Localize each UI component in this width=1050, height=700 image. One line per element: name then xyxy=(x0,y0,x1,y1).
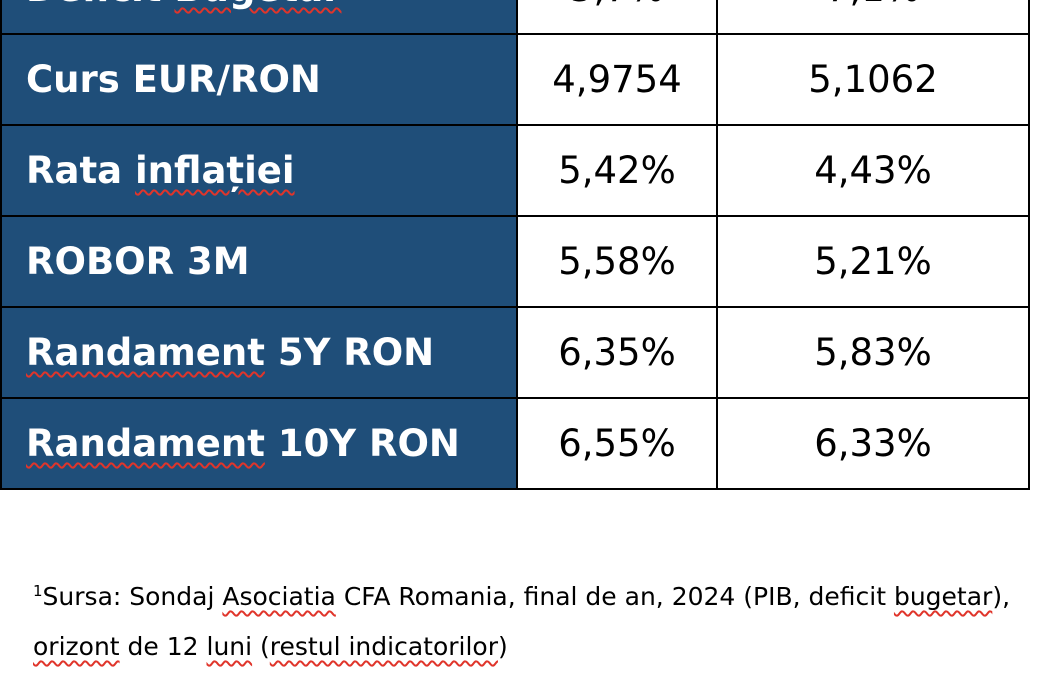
table-row: ROBOR 3M 5,58% 5,21% xyxy=(0,215,1030,308)
table-row: Deficit Bugetar 5,7% 7,1% xyxy=(0,0,1030,35)
value-cell: 5,21% xyxy=(716,215,1030,308)
label-text: Rata xyxy=(26,149,135,192)
label-text: 10Y RON xyxy=(264,422,460,465)
table-row: Rata inflației 5,42% 4,43% xyxy=(0,124,1030,217)
footnote-text: ), xyxy=(992,582,1011,611)
label-text-misspelled: Randament xyxy=(26,422,265,465)
label-text-misspelled: Randament xyxy=(26,331,265,374)
footnote-text: CFA Romania, final de an, 2024 (PIB, def… xyxy=(335,582,894,611)
footnote-text-misspelled: luni xyxy=(206,632,253,661)
footnote-text-misspelled: restul indicatorilor xyxy=(269,632,498,661)
value-cell: 5,7% xyxy=(516,0,718,35)
footnote-text-misspelled: orizont xyxy=(33,632,120,661)
footnote-text-misspelled: Asociatia xyxy=(222,582,336,611)
indicators-table-container: Deficit Bugetar 5,7% 7,1% Curs EUR/RON 4… xyxy=(0,0,1030,490)
table-row: Randament 5Y RON 6,35% 5,83% xyxy=(0,306,1030,399)
value-cell: 5,1062 xyxy=(716,33,1030,126)
value-cell: 4,9754 xyxy=(516,33,718,126)
label-text-misspelled: inflației xyxy=(135,149,295,192)
footnote-marker: 1 xyxy=(33,582,43,600)
value-cell: 4,43% xyxy=(716,124,1030,217)
value-cell: 5,42% xyxy=(516,124,718,217)
row-label-robor-3m: ROBOR 3M xyxy=(0,215,518,308)
value-cell: 5,58% xyxy=(516,215,718,308)
value-cell: 7,1% xyxy=(716,0,1030,35)
row-label-randament-10y: Randament 10Y RON xyxy=(0,397,518,490)
value-cell: 6,33% xyxy=(716,397,1030,490)
row-label-curs-eur-ron: Curs EUR/RON xyxy=(0,33,518,126)
row-label-deficit-bugetar: Deficit Bugetar xyxy=(0,0,518,35)
label-text: Curs EUR/RON xyxy=(26,58,321,101)
footnote-text: ( xyxy=(252,632,270,661)
footnote-text: ) xyxy=(497,632,508,661)
footnote-text: Sursa: Sondaj xyxy=(42,582,223,611)
label-text-misspelled: Bugetar xyxy=(174,0,341,10)
row-label-randament-5y: Randament 5Y RON xyxy=(0,306,518,399)
source-footnote: 1Sursa: Sondaj Asociatia CFA Romania, fi… xyxy=(33,572,1033,672)
value-cell: 6,55% xyxy=(516,397,718,490)
value-cell: 6,35% xyxy=(516,306,718,399)
footnote-text-misspelled: bugetar xyxy=(893,582,993,611)
footnote-text: de 12 xyxy=(119,632,207,661)
label-text: Deficit xyxy=(26,0,174,10)
label-text: 5Y RON xyxy=(264,331,435,374)
table-row: Curs EUR/RON 4,9754 5,1062 xyxy=(0,33,1030,126)
value-cell: 5,83% xyxy=(716,306,1030,399)
row-label-rata-inflatiei: Rata inflației xyxy=(0,124,518,217)
label-text: ROBOR 3M xyxy=(26,240,250,283)
indicators-table: Deficit Bugetar 5,7% 7,1% Curs EUR/RON 4… xyxy=(0,0,1030,490)
table-row: Randament 10Y RON 6,55% 6,33% xyxy=(0,397,1030,490)
